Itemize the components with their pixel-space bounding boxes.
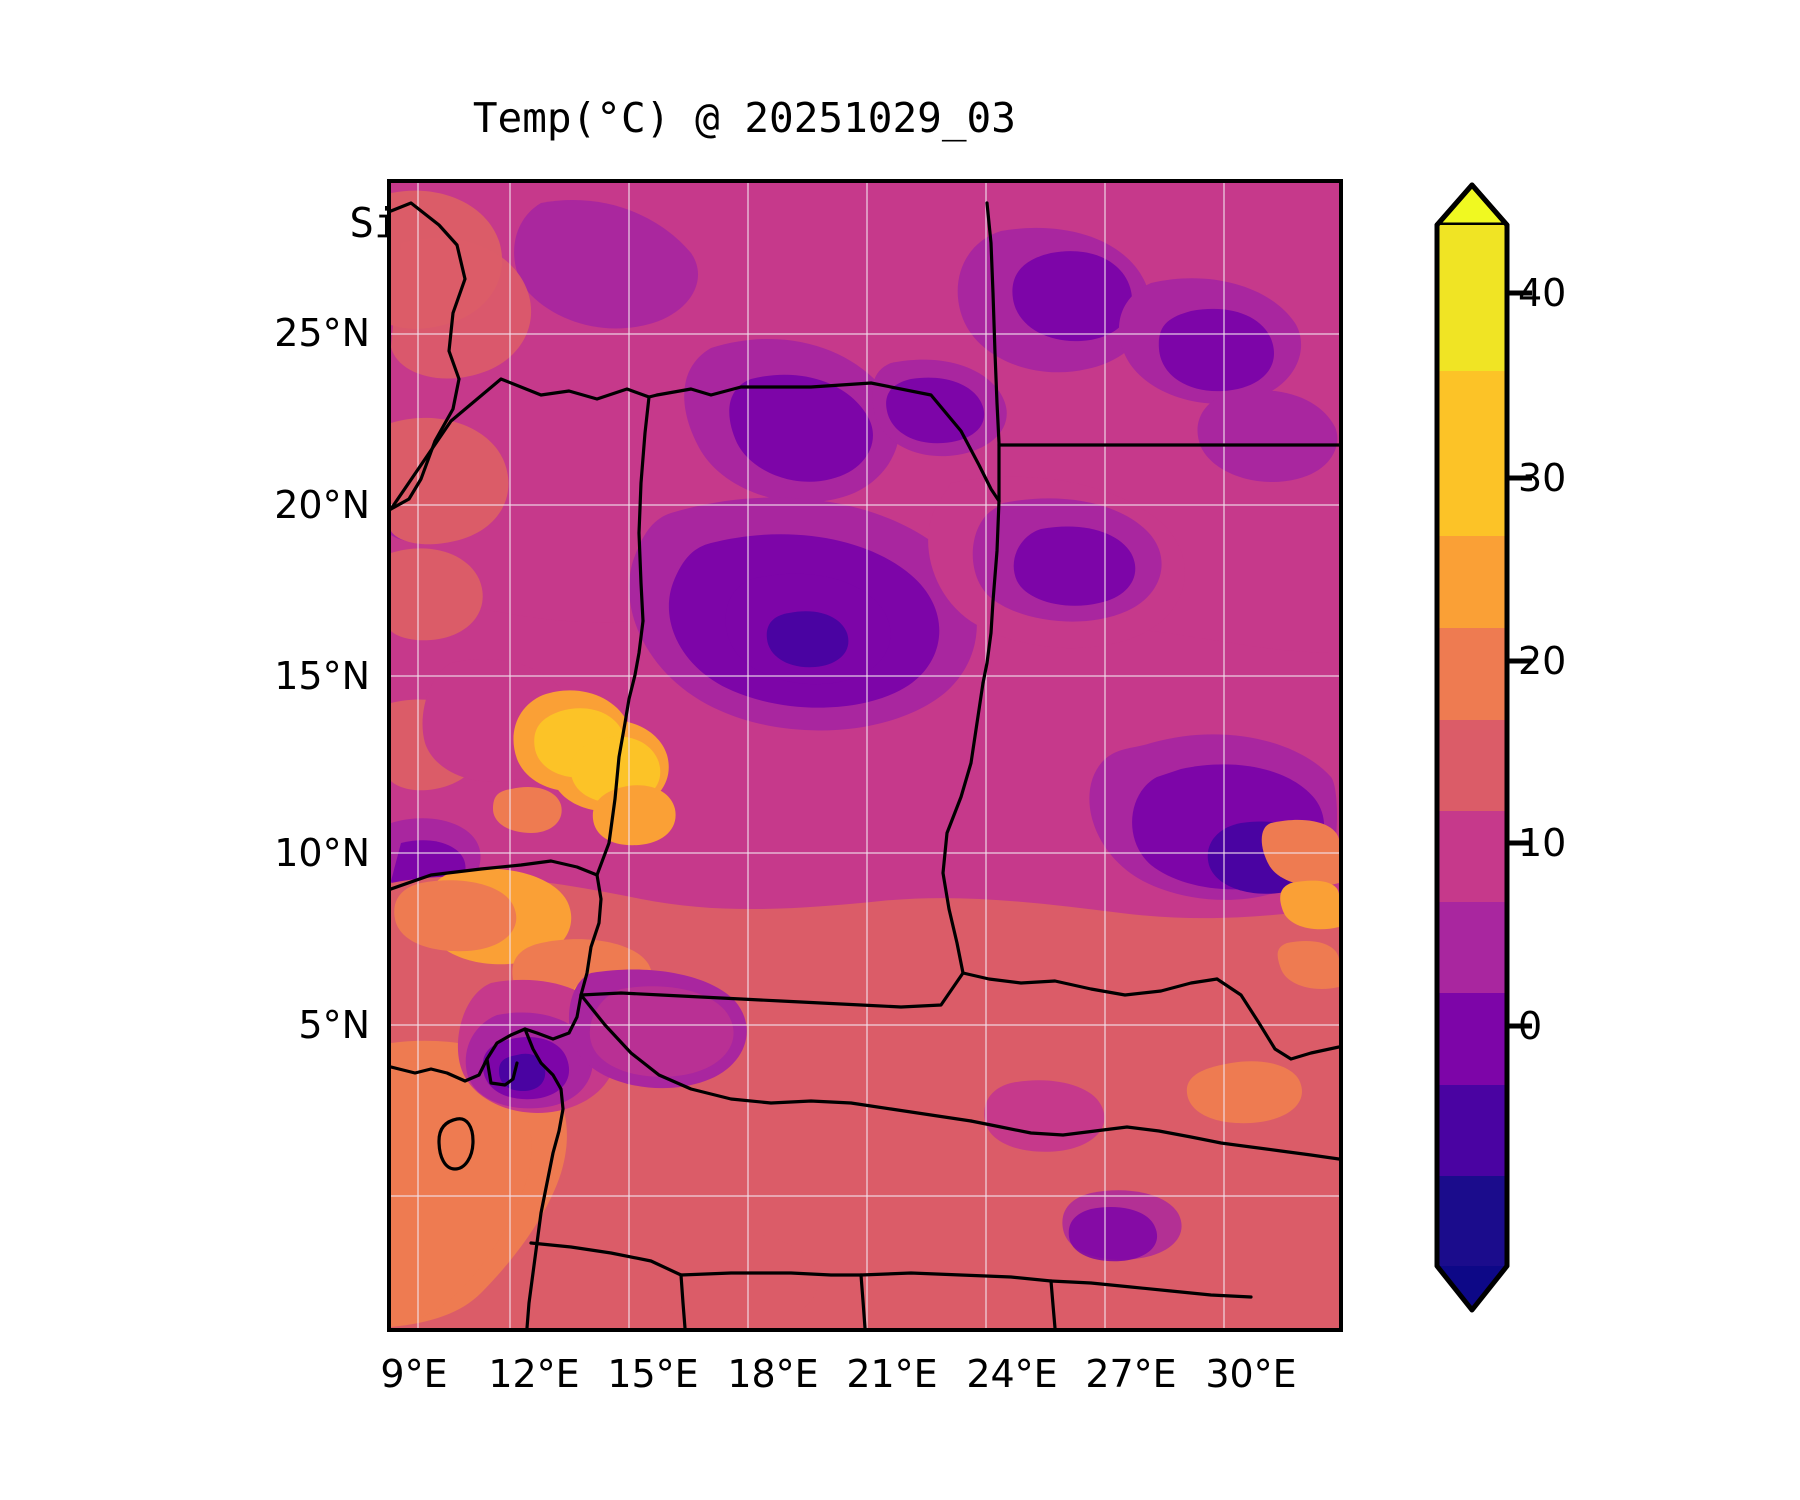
chart-title-line1: Temp(°C) @ 20251029_03 [472,94,1016,143]
colorbar-bands [1437,225,1507,1266]
colorbar[interactable]: 40 30 20 10 0 [1432,150,1612,1340]
x-tick-21E: 21°E [846,1352,938,1396]
colorbar-over-arrow [1434,182,1510,228]
map-plot-area[interactable] [387,179,1343,1332]
y-tick-5N: 5°N [298,1003,370,1047]
y-tick-25N: 25°N [274,311,370,355]
colorbar-tick-40: 40 [1518,271,1567,315]
colorbar-tick-20: 20 [1518,639,1567,683]
colorbar-outline [1434,182,1510,1313]
colorbar-under-arrow [1437,1266,1507,1310]
colorbar-svg [1434,182,1532,1313]
x-tick-9E: 9°E [380,1352,448,1396]
x-tick-30E: 30°E [1205,1352,1297,1396]
x-tick-24E: 24°E [966,1352,1058,1396]
y-tick-20N: 20°N [274,483,370,527]
y-tick-15N: 15°N [274,654,370,698]
temperature-field [391,183,1339,1328]
x-tick-15E: 15°E [607,1352,699,1396]
y-tick-10N: 10°N [274,831,370,875]
country-borders [391,201,1339,1328]
x-tick-27E: 27°E [1085,1352,1177,1396]
y-axis-labels: 25°N 20°N 15°N 10°N 5°N [0,0,370,1500]
colorbar-tick-0: 0 [1518,1004,1543,1048]
x-tick-18E: 18°E [727,1352,819,1396]
map-gridlines [391,183,1339,1328]
colorbar-ticks [1507,290,1532,1029]
colorbar-tick-30: 30 [1518,456,1567,500]
colorbar-tick-10: 10 [1518,821,1567,865]
x-tick-12E: 12°E [488,1352,580,1396]
